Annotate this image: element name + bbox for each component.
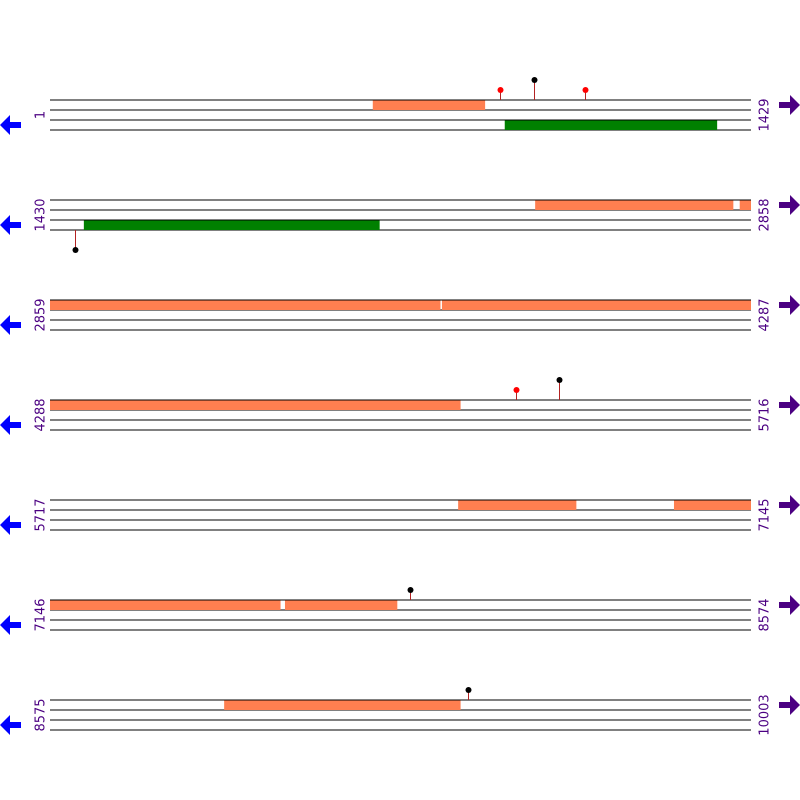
forward-arrow: [779, 495, 800, 515]
reverse-arrow: [0, 715, 21, 735]
pin-head: [407, 587, 414, 593]
forward-arrow: [779, 395, 800, 415]
row-end-label: 5716: [758, 398, 773, 431]
feature: [284, 600, 398, 610]
feature: [673, 500, 751, 510]
forward-arrow: [779, 295, 800, 315]
feature: [441, 300, 751, 310]
row-start-label: 2859: [34, 298, 49, 331]
forward-arrow: [779, 595, 800, 615]
reverse-arrow: [0, 415, 21, 435]
pin-head: [72, 247, 79, 253]
row-start-label: 4288: [34, 398, 49, 431]
feature: [739, 200, 751, 210]
feature: [458, 500, 577, 510]
pin-head: [556, 377, 563, 383]
feature: [83, 220, 380, 230]
forward-arrow: [779, 195, 800, 215]
pin-head: [531, 77, 538, 83]
row-end-label: 10003: [758, 694, 773, 735]
row-start-label: 1: [34, 111, 49, 119]
reverse-arrow: [0, 315, 21, 335]
row-end-label: 4287: [758, 298, 773, 331]
reverse-arrow: [0, 115, 21, 135]
feature: [504, 120, 718, 130]
row-start-label: 5717: [34, 498, 49, 531]
row-start-label: 1430: [34, 198, 49, 231]
pin-head: [582, 87, 589, 93]
forward-arrow: [779, 695, 800, 715]
feature: [50, 600, 281, 610]
reverse-arrow: [0, 215, 21, 235]
row-end-label: 7145: [758, 498, 773, 531]
row-end-label: 8574: [758, 598, 773, 631]
feature: [50, 300, 441, 310]
row-end-label: 2858: [758, 198, 773, 231]
feature: [224, 700, 461, 710]
pin-head: [513, 387, 520, 393]
row-end-label: 1429: [758, 98, 773, 131]
forward-arrow: [779, 95, 800, 115]
feature: [535, 200, 734, 210]
pin-head: [465, 687, 472, 693]
feature: [372, 100, 486, 110]
reverse-arrow: [0, 615, 21, 635]
feature: [50, 400, 461, 410]
pin-head: [497, 87, 504, 93]
row-start-label: 7146: [34, 598, 49, 631]
reverse-arrow: [0, 515, 21, 535]
row-start-label: 8575: [34, 698, 49, 731]
